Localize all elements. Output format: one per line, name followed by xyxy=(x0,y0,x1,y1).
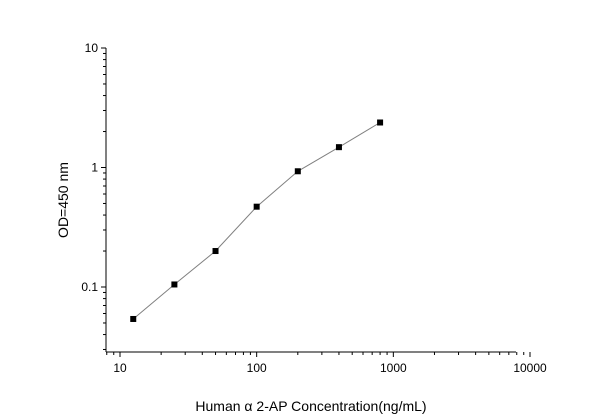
series-line xyxy=(132,122,381,320)
y-tick-label: 1 xyxy=(91,161,98,175)
x-tick-label: 1000 xyxy=(380,361,407,375)
data-point xyxy=(377,119,384,126)
x-tick-label: 10000 xyxy=(513,361,547,375)
axes: 10 100 1000 10000 0.1 1 10 xyxy=(81,41,547,375)
y-tick-label: 10 xyxy=(85,41,99,55)
x-tick-label: 100 xyxy=(247,361,267,375)
data-point xyxy=(335,144,342,151)
data-point xyxy=(294,168,301,175)
data-point xyxy=(171,281,178,288)
y-tick-label: 0.1 xyxy=(81,280,98,294)
data-point xyxy=(212,248,219,255)
y-axis-title: OD=450 nm xyxy=(55,162,71,238)
x-axis-title: Human α 2-AP Concentration(ng/mL) xyxy=(195,398,426,414)
x-tick-label: 10 xyxy=(113,361,127,375)
data-point xyxy=(130,315,137,322)
data-point xyxy=(253,203,260,210)
series-layer xyxy=(130,119,384,322)
